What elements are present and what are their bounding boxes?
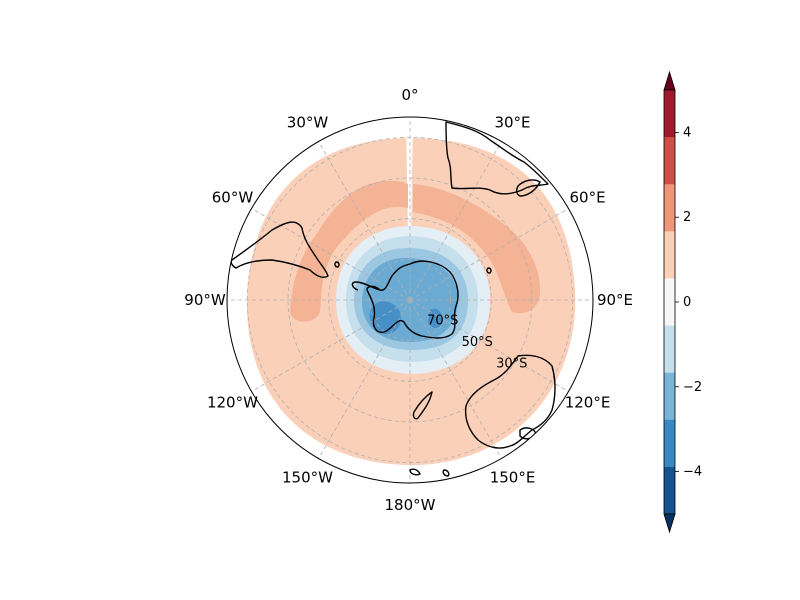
colorbar-segment [664, 90, 675, 138]
colorbar-tick-label: −2 [683, 380, 702, 395]
longitude-label: 60°E [569, 189, 605, 207]
longitude-label: 180°W [385, 496, 436, 514]
colorbar-tick-label: −4 [683, 465, 702, 480]
colorbar-tick-label: 2 [683, 210, 691, 225]
negative-anomaly-core-east [428, 308, 443, 328]
africa-coastline [445, 121, 549, 195]
longitude-label: 150°E [490, 469, 536, 487]
small-island [334, 261, 492, 477]
antarctic-peninsula [351, 281, 381, 291]
longitude-label: 30°W [287, 113, 329, 131]
map-boundary [226, 116, 594, 484]
australia-coastline [464, 354, 556, 449]
longitude-label: 90°W [184, 291, 226, 309]
polar-map [227, 117, 593, 483]
colorbar-segment [664, 466, 675, 515]
longitude-label: 150°W [282, 469, 333, 487]
colorbar-segment [664, 419, 675, 468]
colorbar-extend-min [663, 513, 676, 534]
coastlines [230, 121, 556, 477]
longitude-gridline [409, 208, 569, 301]
longitude-label: 120°E [565, 394, 611, 412]
colorbar-segment [664, 137, 675, 185]
colorbar: 4 2 0 −2 −4 [663, 70, 702, 534]
latitude-label: 70°S [427, 313, 458, 328]
longitude-label: 90°E [597, 291, 633, 309]
colorbar-segment [664, 231, 675, 279]
longitude-gridline [251, 208, 411, 301]
positive-anomaly-core-indian [413, 184, 541, 314]
latitude-label: 50°S [462, 335, 493, 350]
madagascar-coastline [515, 179, 541, 197]
south-america-coastline [230, 221, 329, 279]
colorbar-segment [664, 372, 675, 421]
new-zealand-coastline [409, 391, 433, 476]
longitude-gridline [409, 141, 502, 301]
colorbar-extend-max [663, 70, 676, 91]
latitude-gridline [368, 258, 452, 342]
antarctica-coastline [366, 260, 459, 339]
longitude-label: 30°E [494, 113, 530, 131]
longitude-labels: 0° 30°E 60°E 90°E 120°E 150°E 180°W 150°W 120°W 9… [184, 86, 633, 514]
latitude-gridline [328, 218, 492, 382]
longitude-gridline [251, 299, 411, 392]
colorbar-segment [664, 184, 675, 232]
longitude-label: 60°W [212, 189, 254, 207]
colorbar-segment [664, 278, 675, 327]
latitude-labels: 70°S 50°S30°S [427, 313, 527, 371]
latitude-label: 30°S [496, 357, 527, 372]
longitude-gridline [318, 299, 411, 459]
longitude-label: 120°W [207, 394, 258, 412]
longitude-gridline [409, 299, 569, 392]
longitude-label: 0° [401, 86, 418, 104]
colorbar-tick-label: 4 [683, 125, 691, 140]
positive-anomaly-core-atlantic [290, 180, 408, 322]
colorbar-segment [664, 325, 675, 374]
colorbar-tick-label: 0 [683, 295, 691, 310]
longitude-gridline [409, 299, 502, 459]
